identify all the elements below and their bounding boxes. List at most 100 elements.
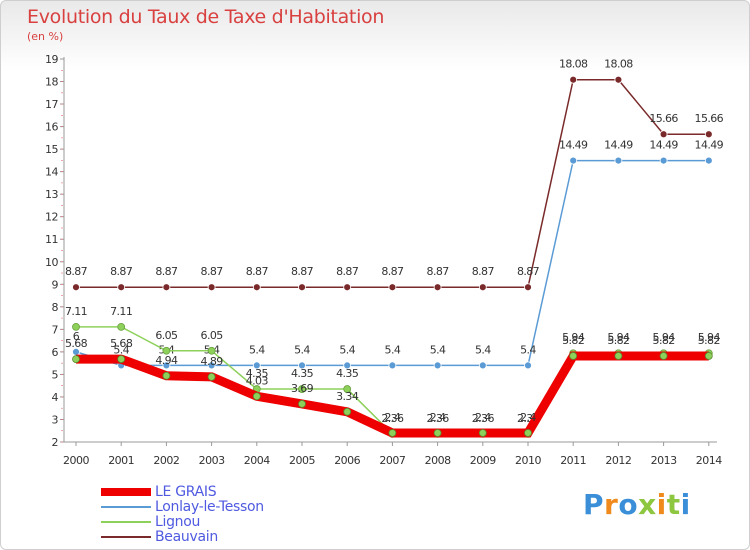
y-tick-label: 8	[52, 301, 59, 314]
data-label-beauvain: 8.87	[517, 265, 540, 278]
data-point-le-grais	[433, 429, 442, 437]
data-label-lonlay-le-tesson: 5.4	[339, 343, 355, 356]
proxiti-logo: Proxiti	[583, 488, 691, 521]
data-label-le-grais: 3.34	[336, 390, 359, 403]
x-tick-label: 2011	[560, 454, 586, 467]
data-point-lonlay-le-tesson	[614, 156, 623, 165]
data-point-le-grais	[659, 352, 668, 360]
data-point-beauvain	[569, 75, 578, 84]
data-label-le-grais: 5.82	[607, 334, 629, 347]
data-point-lonlay-le-tesson	[433, 361, 442, 370]
x-tick-label: 2001	[108, 454, 134, 467]
data-label-lignou: 6.05	[155, 329, 178, 342]
data-label-beauvain: 8.87	[472, 265, 495, 278]
data-label-lignou: 4.35	[336, 367, 359, 380]
data-label-le-grais: 3.69	[291, 382, 314, 395]
data-label-lignou: 7.11	[65, 305, 87, 318]
data-label-lonlay-le-tesson: 5.4	[294, 343, 310, 356]
data-label-beauvain: 8.87	[291, 265, 314, 278]
data-label-le-grais: 2.4	[475, 411, 491, 424]
x-tick-label: 2004	[244, 454, 270, 467]
y-tick-label: 16	[45, 121, 58, 134]
data-point-le-grais	[388, 429, 397, 437]
data-point-beauvain	[72, 283, 80, 292]
data-point-beauvain	[433, 283, 442, 292]
data-label-lonlay-le-tesson: 14.49	[559, 139, 588, 152]
data-point-le-grais	[524, 429, 532, 437]
y-tick-label: 6	[52, 346, 59, 359]
data-point-lonlay-le-tesson	[569, 156, 578, 165]
data-point-le-grais	[343, 407, 352, 416]
data-point-lignou	[162, 346, 171, 355]
data-label-le-grais: 4.03	[246, 374, 269, 387]
legend-label: LE GRAIS	[155, 484, 217, 500]
data-label-le-grais: 5.82	[653, 334, 675, 347]
series-line-beauvain	[76, 78, 709, 288]
data-label-lonlay-le-tesson: 5.4	[113, 343, 129, 356]
data-label-beauvain: 8.87	[110, 265, 133, 278]
x-tick-label: 2000	[63, 454, 89, 467]
x-tick-label: 2006	[334, 454, 360, 467]
legend-label: Lignou	[155, 514, 201, 530]
data-label-lignou: 5.94	[653, 331, 676, 344]
data-point-lignou	[72, 322, 80, 331]
legend-swatch-lonlay-le-tesson	[101, 506, 151, 508]
data-label-beauvain: 8.87	[155, 265, 178, 278]
data-label-lignou: 2.36	[381, 412, 404, 425]
data-point-beauvain	[524, 283, 532, 292]
y-tick-label: 11	[45, 233, 58, 246]
data-label-lonlay-le-tesson: 5.4	[475, 343, 491, 356]
data-point-beauvain	[343, 283, 352, 292]
data-point-lonlay-le-tesson	[343, 361, 352, 370]
data-label-lignou: 7.11	[110, 305, 132, 318]
data-label-beauvain: 15.66	[695, 112, 724, 125]
data-point-le-grais	[72, 355, 80, 363]
y-tick-label: 12	[45, 211, 58, 224]
data-label-beauvain: 18.08	[559, 58, 588, 71]
data-point-beauvain	[162, 283, 171, 292]
data-point-le-grais	[162, 371, 171, 380]
data-label-beauvain: 15.66	[649, 112, 678, 125]
x-tick-label: 2003	[199, 454, 225, 467]
y-tick-label: 5	[52, 368, 59, 381]
data-label-beauvain: 8.87	[336, 265, 359, 278]
data-label-le-grais: 2.4	[385, 411, 401, 424]
x-tick-label: 2007	[379, 454, 405, 467]
data-label-lignou: 2.36	[427, 412, 450, 425]
data-label-lonlay-le-tesson: 6	[73, 330, 80, 343]
data-label-lignou: 5.94	[607, 331, 630, 344]
legend-label: Beauvain	[155, 529, 218, 545]
data-label-beauvain: 18.08	[604, 58, 633, 71]
data-label-beauvain: 8.87	[201, 265, 224, 278]
legend-swatch-beauvain	[101, 536, 151, 538]
data-point-lonlay-le-tesson	[162, 361, 171, 370]
data-point-beauvain	[117, 283, 126, 292]
data-point-lonlay-le-tesson	[659, 156, 668, 165]
x-tick-label: 2008	[425, 454, 451, 467]
data-label-beauvain: 8.87	[381, 265, 404, 278]
y-tick-label: 9	[52, 278, 59, 291]
legend-swatch-le-grais	[101, 488, 151, 496]
data-point-lonlay-le-tesson	[298, 361, 306, 370]
data-label-le-grais: 2.4	[430, 411, 446, 424]
y-tick-label: 7	[52, 323, 59, 336]
data-point-le-grais	[298, 400, 306, 408]
data-point-beauvain	[614, 75, 623, 84]
data-label-beauvain: 8.87	[246, 265, 269, 278]
data-point-lignou	[117, 322, 126, 331]
data-label-lignou: 5.94	[562, 331, 585, 344]
y-tick-label: 3	[52, 413, 59, 426]
data-point-beauvain	[659, 130, 668, 139]
x-tick-label: 2014	[696, 454, 722, 467]
data-point-lonlay-le-tesson	[207, 361, 216, 370]
data-point-le-grais	[614, 352, 623, 360]
data-label-lonlay-le-tesson: 5.4	[249, 343, 265, 356]
x-tick-label: 2013	[651, 454, 677, 467]
data-label-lignou: 6.05	[201, 329, 224, 342]
y-tick-label: 17	[45, 98, 58, 111]
data-label-beauvain: 8.87	[427, 265, 450, 278]
data-point-beauvain	[704, 130, 713, 139]
y-tick-label: 18	[45, 76, 58, 89]
data-label-le-grais: 4.94	[155, 354, 178, 367]
